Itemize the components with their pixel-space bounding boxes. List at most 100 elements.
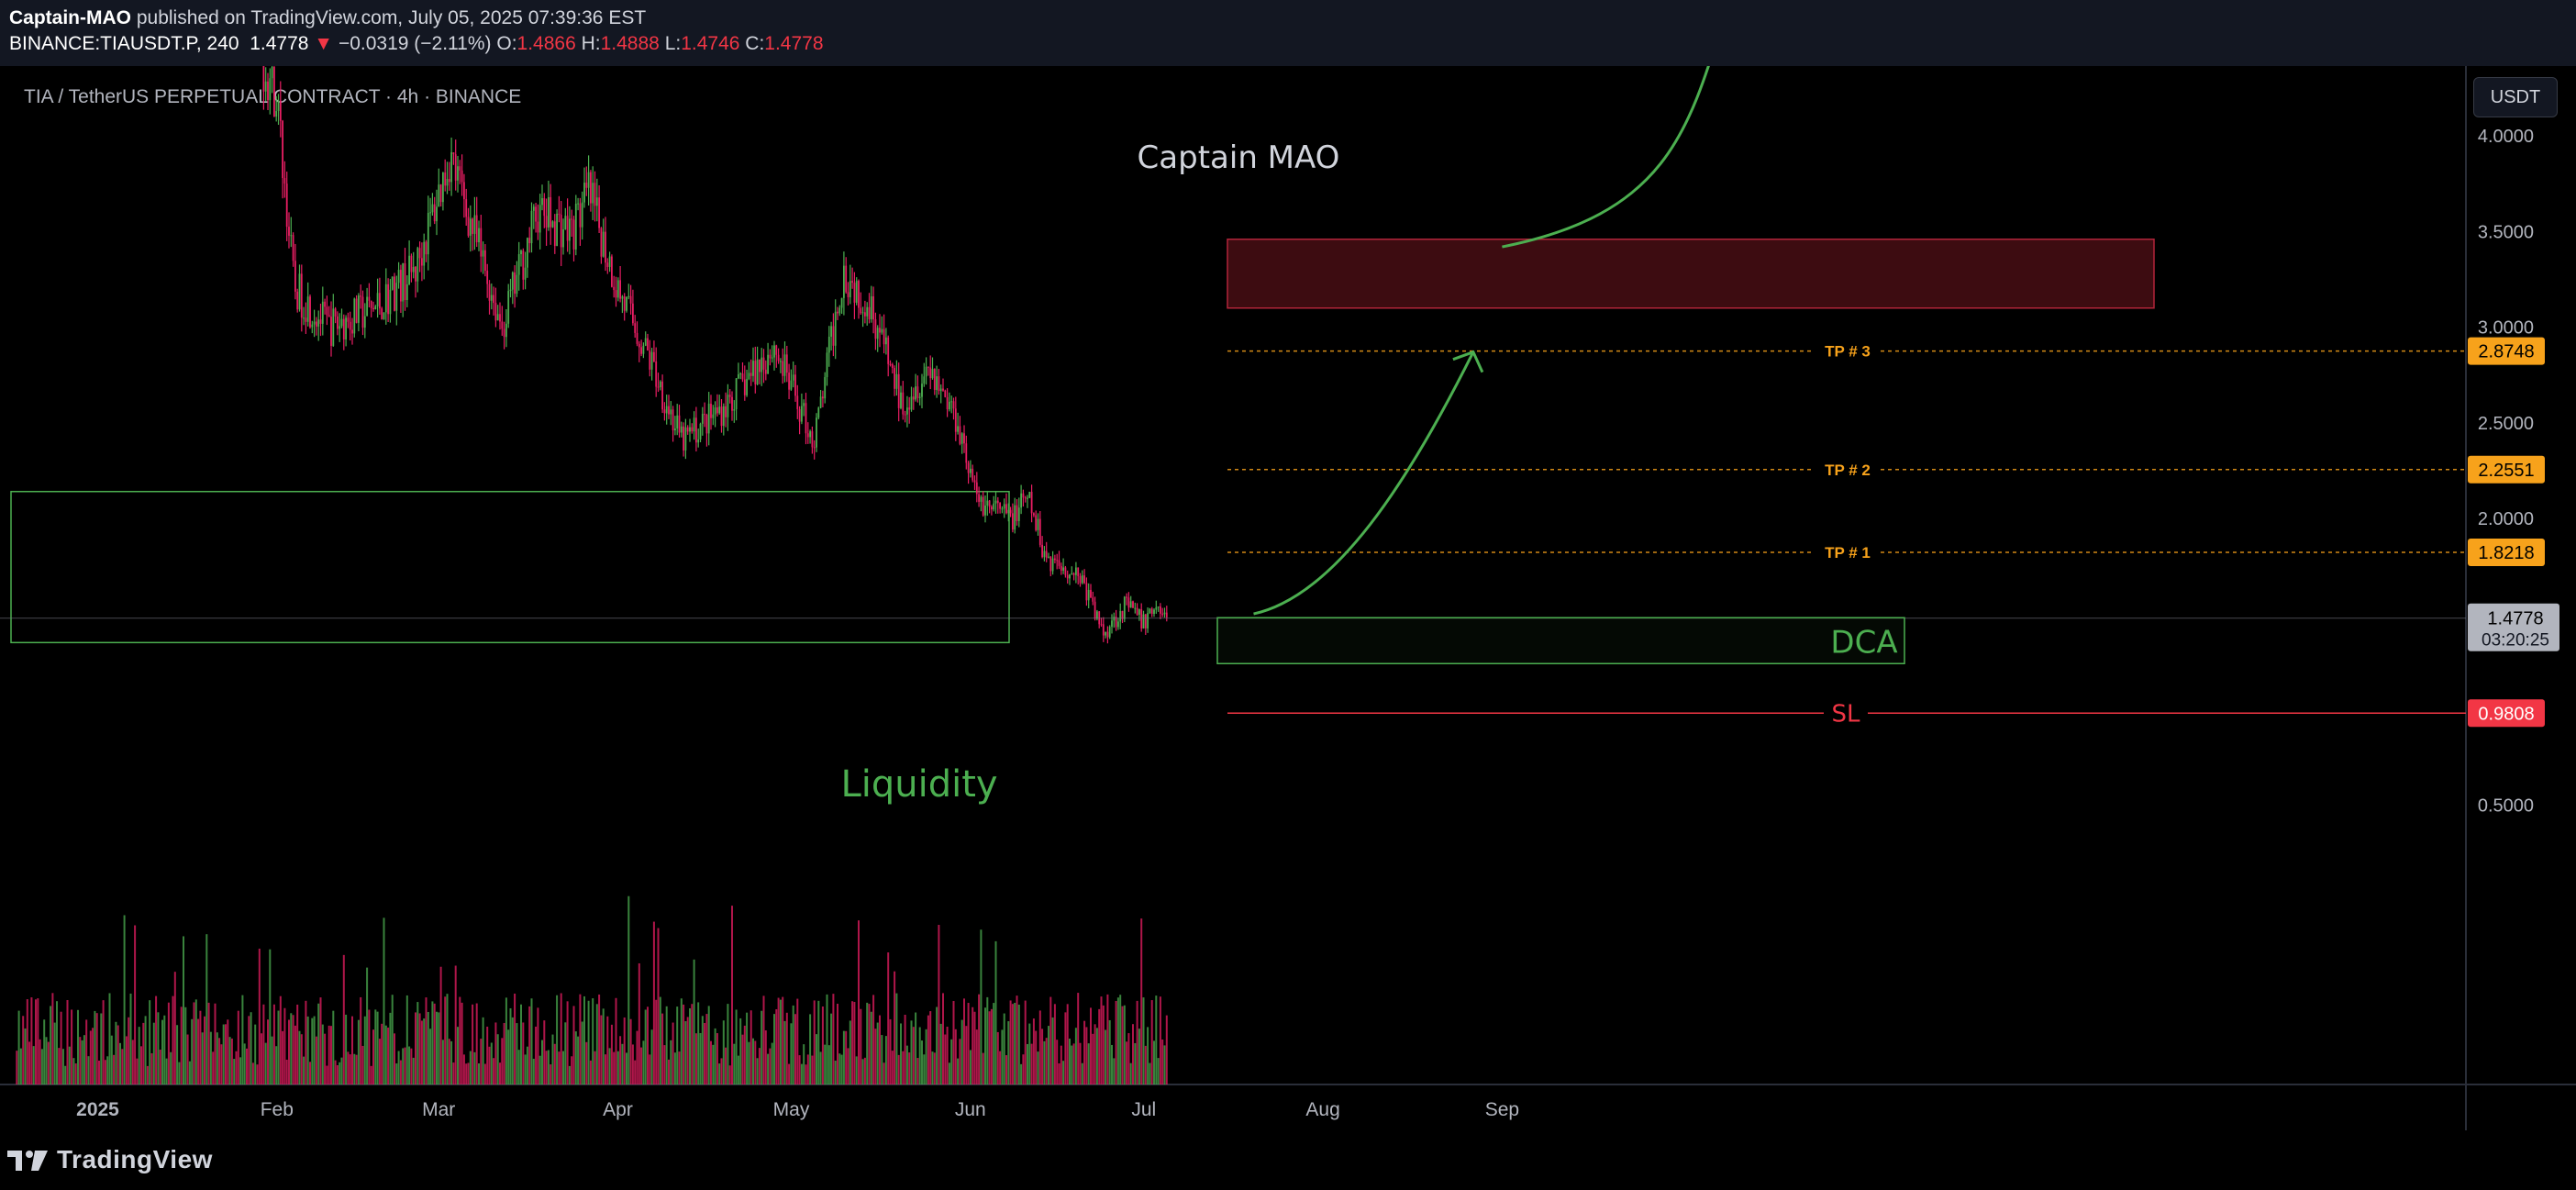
volume-bar	[1032, 1018, 1035, 1084]
volume-bar	[108, 993, 111, 1084]
volume-bar	[43, 1019, 46, 1084]
volume-bar	[539, 1055, 541, 1084]
volume-bar	[1022, 1054, 1025, 1084]
volume-bar	[931, 1051, 934, 1084]
candle-body	[762, 357, 765, 370]
candle-body	[296, 291, 299, 310]
volume-bar	[172, 995, 174, 1084]
volume-bar	[600, 1015, 603, 1084]
candle-body	[347, 317, 350, 322]
candle-body	[615, 290, 617, 298]
tp2-label: TP # 2	[1825, 462, 1871, 479]
volume-bar	[670, 1040, 672, 1084]
volume-bar	[35, 999, 37, 1084]
candle-body	[332, 308, 335, 346]
candle-body	[595, 197, 598, 206]
volume-bar	[72, 1058, 75, 1084]
tradingview-logo[interactable]: TradingView	[7, 1143, 213, 1176]
candle-body	[511, 272, 514, 290]
volume-bar	[482, 1017, 484, 1084]
volume-bar	[939, 1023, 942, 1084]
volume-bar	[220, 1044, 223, 1084]
volume-bar	[897, 1054, 900, 1084]
candle-body	[1157, 606, 1160, 608]
low-value: 1.4746	[681, 33, 740, 54]
volume-bar	[1126, 1041, 1128, 1084]
volume-bar	[60, 1011, 62, 1084]
chart-area[interactable]: 5.00004.50004.00003.50003.00002.50002.00…	[0, 66, 2576, 1130]
candle-body	[991, 506, 993, 510]
volume-bar	[1066, 1004, 1069, 1084]
volume-bar	[94, 1010, 96, 1084]
candle-body	[334, 308, 337, 317]
candle-body	[1035, 515, 1038, 530]
symbol-label: BINANCE:TIAUSDT.P, 240	[9, 33, 239, 54]
candle-body	[900, 392, 902, 408]
volume-bar	[811, 1055, 814, 1084]
volume-bar	[452, 1062, 455, 1084]
candle-body	[1001, 508, 1004, 510]
volume-bar	[282, 1030, 284, 1084]
candle-body	[699, 423, 702, 439]
volume-bar	[475, 1003, 478, 1084]
volume-bar	[990, 1008, 993, 1084]
volume-bar	[269, 949, 272, 1084]
candle-body	[885, 337, 887, 345]
volume-bar	[874, 1029, 877, 1084]
candle-body	[1083, 575, 1085, 584]
volume-bar	[503, 1022, 505, 1084]
volume-bar	[459, 996, 461, 1084]
volume-bar	[816, 1034, 817, 1084]
author-name[interactable]: Captain-MAO	[9, 7, 131, 28]
candle-body	[695, 417, 697, 443]
candle-body	[418, 248, 421, 259]
volume-bar	[389, 1012, 392, 1084]
volume-bar	[1083, 1020, 1086, 1084]
volume-bar	[161, 1019, 163, 1084]
candle-body	[798, 408, 801, 422]
volume-bar	[1016, 995, 1018, 1084]
volume-bar	[313, 1016, 316, 1084]
volume-bar	[462, 1054, 465, 1084]
volume-bar	[574, 1031, 577, 1084]
volume-bar	[290, 1013, 293, 1084]
tradingview-logo-icon	[7, 1151, 48, 1171]
volume-bar	[872, 995, 875, 1084]
candle-body	[571, 218, 573, 220]
candle-body	[391, 276, 394, 290]
candle-body	[879, 328, 881, 333]
volume-bar	[438, 1012, 440, 1084]
volume-bar	[1001, 1029, 1004, 1084]
volume-bar	[1035, 1030, 1038, 1084]
volume-bar	[592, 998, 594, 1084]
volume-bar	[595, 1004, 598, 1084]
volume-bar	[66, 999, 69, 1084]
volume-bar	[71, 1009, 73, 1084]
price-chart[interactable]: 5.00004.50004.00003.50003.00002.50002.00…	[0, 66, 2576, 1130]
volume-bar	[315, 1036, 317, 1084]
currency-button[interactable]: USDT	[2473, 77, 2558, 117]
volume-bar	[855, 1056, 858, 1084]
candle-body	[621, 296, 624, 299]
candle-body	[644, 338, 647, 346]
candle-body	[1094, 601, 1096, 619]
candle-body	[558, 213, 561, 216]
volume-bar	[368, 1009, 371, 1084]
volume-bar	[183, 936, 184, 1084]
candle-body	[368, 296, 371, 301]
volume-bar	[402, 1048, 405, 1084]
volume-bar	[894, 971, 896, 1084]
volume-bar	[150, 1052, 153, 1084]
volume-bar	[444, 996, 447, 1084]
volume-bar	[363, 1016, 366, 1084]
volume-bar	[355, 1054, 358, 1084]
candle-body	[340, 318, 343, 327]
volume-bar	[1100, 996, 1103, 1084]
candle-body	[1048, 556, 1049, 558]
candle-body	[670, 409, 672, 415]
candle-body	[996, 500, 999, 504]
volume-bar	[847, 1048, 849, 1084]
candle-body	[503, 328, 505, 338]
volume-bar	[752, 1038, 754, 1084]
volume-bar	[454, 965, 457, 1084]
